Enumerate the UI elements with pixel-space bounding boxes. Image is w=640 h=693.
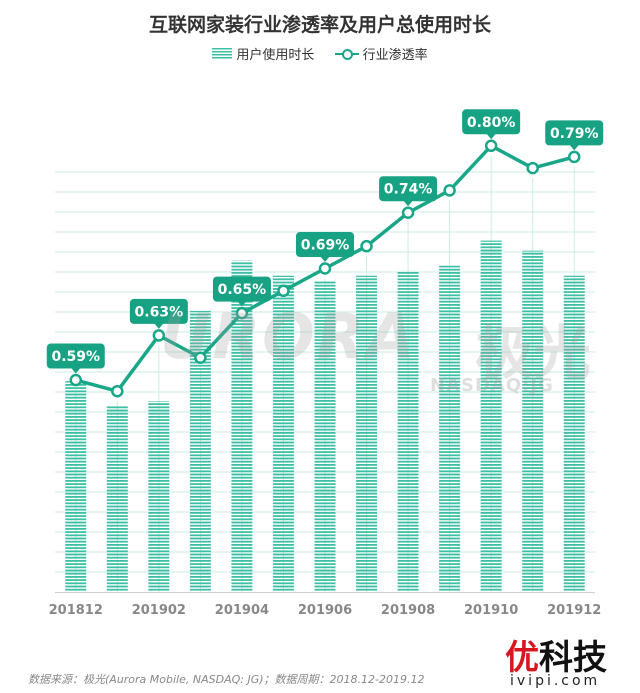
line-series: [69, 139, 581, 398]
data-label-text: 0.69%: [301, 237, 350, 253]
data-label-box: [129, 298, 188, 324]
legend-line-swatch: [334, 48, 359, 60]
data-label-201904: 0.65%: [212, 276, 271, 307]
x-tick-label: 201906: [298, 603, 352, 618]
data-label-201912: 0.79%: [545, 120, 604, 151]
data-label-201812: 0.59%: [46, 343, 105, 374]
site-logo: 优科技: [505, 630, 607, 679]
x-tick-label: 201902: [132, 603, 186, 618]
x-tick-label: 201812: [49, 603, 103, 618]
data-label-box: [46, 343, 105, 369]
x-tick-label: 201910: [464, 603, 518, 618]
bar-201909: [439, 265, 461, 592]
logo-first-char: 优: [505, 638, 539, 678]
data-label-box: [296, 231, 354, 257]
legend: 用户使用时长 行业渗透率: [0, 44, 640, 64]
line-point-201907: [360, 239, 373, 253]
data-label-box: [462, 109, 521, 135]
data-label-text: 0.80%: [467, 115, 516, 131]
logo-rest: 科技: [539, 638, 607, 678]
bar-201912: [563, 275, 585, 592]
data-label-pointer: [486, 133, 497, 140]
line-point-201910: [484, 139, 498, 153]
line-point-201812: [69, 373, 83, 387]
data-label-201910: 0.80%: [462, 109, 521, 140]
line-point-201902: [152, 329, 166, 342]
legend-item-line[interactable]: 行业渗透率: [334, 44, 428, 63]
line-point-201904: [235, 306, 249, 320]
legend-bar-label: 用户使用时长: [236, 48, 315, 63]
x-tick-label: 201912: [547, 603, 601, 618]
legend-line-label: 行业渗透率: [362, 48, 428, 63]
x-tick-label: 201904: [215, 603, 269, 618]
data-label-text: 0.63%: [135, 304, 184, 320]
legend-item-bar[interactable]: 用户使用时长: [212, 44, 314, 63]
legend-bar-swatch: [212, 47, 233, 60]
data-label-pointer: [569, 144, 580, 151]
bar-201907: [356, 275, 378, 592]
x-tick-label: 201908: [381, 603, 435, 618]
watermark-text: URORA: [160, 300, 417, 373]
site-logo-url: ivipi.com: [510, 673, 601, 689]
bar-201908: [397, 270, 419, 592]
line-point-201909: [443, 184, 456, 197]
chart-title: 互联网家装行业渗透率及用户总使用时长: [148, 14, 491, 36]
watermark-sub: NASDAQ:JG: [430, 375, 554, 396]
bar-201903: [189, 310, 211, 592]
data-label-201908: 0.74%: [379, 176, 438, 207]
data-labels: 0.59% 0.63% 0.65% 0.69% 0.74% 0.80% 0.79%: [46, 109, 604, 374]
data-label-text: 0.79%: [550, 126, 599, 142]
bar-series: [55, 240, 595, 593]
bar-201901: [106, 406, 128, 592]
data-label-box: [545, 120, 604, 146]
bar-201812: [65, 381, 87, 592]
data-label-201902: 0.63%: [129, 298, 188, 329]
data-label-text: 0.74%: [384, 182, 433, 198]
source-note: 数据来源：极光(Aurora Mobile, NASDAQ: JG)；数据周期：…: [28, 673, 425, 686]
data-label-201906: 0.69%: [296, 231, 354, 262]
bar-201905: [272, 275, 294, 592]
data-label-pointer: [153, 322, 164, 329]
line-point-201912: [567, 150, 581, 164]
data-label-pointer: [320, 255, 330, 262]
line-point-201911: [526, 161, 539, 175]
watermark-cn: 极光: [475, 319, 592, 387]
data-label-box: [379, 176, 438, 202]
bar-201906: [314, 280, 336, 592]
bar-201904: [231, 260, 253, 592]
bar-201910: [480, 240, 502, 592]
line-point-201906: [318, 262, 332, 275]
bar-201911: [522, 250, 544, 592]
data-label-pointer: [70, 367, 81, 374]
data-label-text: 0.59%: [51, 349, 100, 365]
line-point-201903: [194, 351, 207, 364]
line-point-201905: [277, 284, 290, 298]
line-point-201901: [111, 384, 124, 398]
line-point-201908: [401, 206, 415, 219]
data-label-pointer: [403, 200, 414, 207]
data-label-box: [212, 276, 271, 302]
x-axis: 201812 201902 201904 201906 201908 201910 2019…: [49, 603, 602, 618]
bar-201902: [148, 401, 170, 592]
data-label-text: 0.65%: [218, 282, 267, 298]
data-label-pointer: [236, 300, 247, 307]
